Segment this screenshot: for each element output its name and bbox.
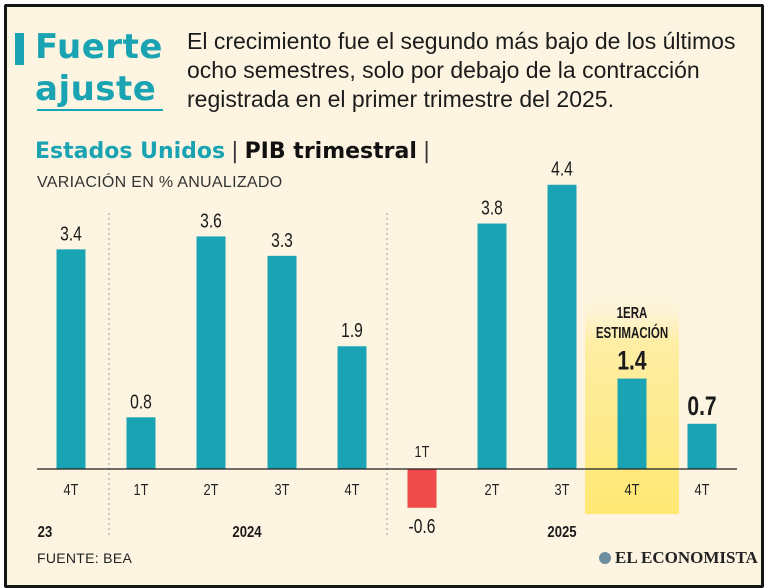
year-label-2024: 2024 bbox=[232, 524, 262, 541]
gdp-bar-chart: 3.4 0.8 3.6 3.3 1.9 -0.6 3.8 4.4 1.4 0.7… bbox=[37, 158, 737, 541]
bar-2025-2t bbox=[477, 223, 507, 469]
heading-separator: | bbox=[231, 139, 239, 164]
source-note: FUENTE: BEA bbox=[37, 550, 133, 566]
value-label-2025-4t: 0.7 bbox=[687, 391, 716, 421]
value-label-2024-2t: 3.6 bbox=[200, 210, 222, 232]
tick-label-2025-3t: 3T bbox=[555, 482, 570, 500]
bars bbox=[56, 184, 717, 508]
tick-label-2025-4t-first-estimate: 4T bbox=[625, 482, 640, 500]
dividers bbox=[108, 213, 388, 535]
value-label-2023-4t: 3.4 bbox=[60, 223, 82, 245]
tick-label-2024-3t: 3T bbox=[275, 482, 290, 500]
value-label-2025-3t: 4.4 bbox=[551, 158, 573, 180]
bar-2025-1t bbox=[407, 469, 437, 508]
tick-label-2024-4t: 4T bbox=[345, 482, 360, 500]
brand-name: EL ECONOMISTA bbox=[615, 548, 758, 567]
bar-2025-4t-first-estimate bbox=[617, 378, 647, 469]
year-label-2025: 2025 bbox=[547, 524, 576, 541]
brand-logo: EL ECONOMISTA bbox=[599, 548, 758, 568]
bar-2024-2t bbox=[196, 236, 226, 469]
value-label-2024-1t: 0.8 bbox=[130, 390, 152, 412]
tick-label-2024-2t: 2T bbox=[204, 482, 219, 500]
category-labels: 4T 1T 2T 3T 4T 1T 2T 3T 4T 4T bbox=[64, 444, 710, 500]
subtitle: El crecimiento fue el segundo más bajo d… bbox=[187, 28, 736, 112]
year-label-2023: 23 bbox=[38, 524, 53, 541]
year-labels: 23 2024 2025 bbox=[38, 524, 577, 541]
bar-2025-4t bbox=[687, 423, 717, 469]
tick-label-2025-4t: 4T bbox=[695, 482, 710, 500]
bar-2024-3t bbox=[267, 255, 297, 469]
title-accent-bar bbox=[15, 33, 24, 65]
brand-logo-icon bbox=[599, 552, 611, 564]
first-estimate-annotation: 1ERA ESTIMACIÓN bbox=[596, 303, 668, 341]
bar-2024-1t bbox=[126, 417, 156, 469]
tick-label-2025-1t: 1T bbox=[415, 444, 430, 462]
value-label-2025-1t: -0.6 bbox=[409, 515, 436, 537]
value-label-2024-4t: 1.9 bbox=[341, 319, 363, 341]
tick-label-2023-4t: 4T bbox=[64, 482, 79, 500]
bar-2025-3t bbox=[547, 184, 577, 469]
title-line-1: Fuerte bbox=[35, 27, 163, 67]
value-label-2025-2t: 3.8 bbox=[481, 197, 503, 219]
heading-metric: PIB trimestral bbox=[244, 139, 417, 164]
infographic-frame: Fuerte ajuste El crecimiento fue el segu… bbox=[4, 4, 764, 588]
chart-heading: Estados Unidos | PIB trimestral | bbox=[35, 139, 436, 165]
tick-label-2025-2t: 2T bbox=[485, 482, 500, 500]
heading-region: Estados Unidos bbox=[35, 139, 226, 164]
value-labels: 3.4 0.8 3.6 3.3 1.9 -0.6 3.8 4.4 1.4 0.7 bbox=[60, 158, 716, 537]
value-label-2025-4t-first-estimate: 1.4 bbox=[617, 346, 647, 376]
value-label-2024-3t: 3.3 bbox=[271, 229, 293, 251]
bar-2023-4t bbox=[56, 249, 86, 469]
title-underline bbox=[37, 109, 163, 111]
title-line-2: ajuste bbox=[35, 69, 157, 109]
tick-label-2024-1t: 1T bbox=[134, 482, 149, 500]
heading-trailing-separator: | bbox=[422, 139, 431, 164]
unit-label: VARIACIÓN EN % ANUALIZADO bbox=[37, 174, 283, 191]
bar-2024-4t bbox=[337, 346, 367, 469]
